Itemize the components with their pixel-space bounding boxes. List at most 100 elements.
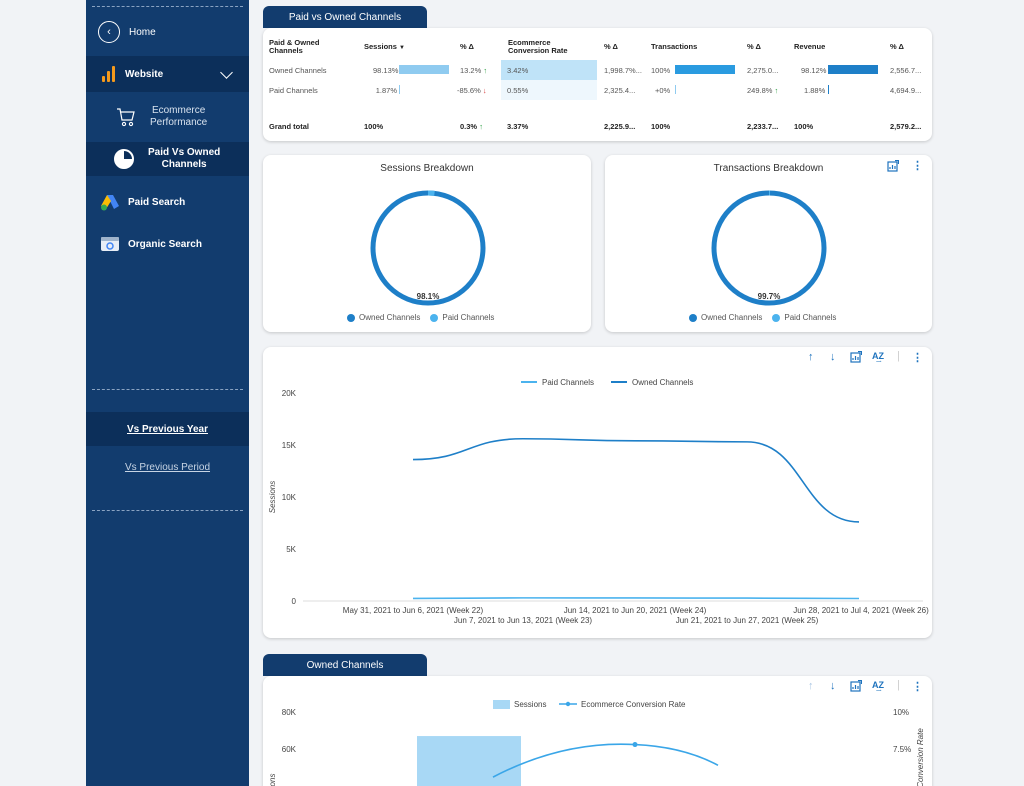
cell-sessions: 100% xyxy=(364,122,384,131)
export-chart-icon[interactable] xyxy=(850,679,863,695)
divider xyxy=(92,389,243,390)
transactions-bar xyxy=(675,65,735,74)
sidebar-item-label: Ecommerce Performance xyxy=(150,105,207,129)
transactions-donut[interactable]: 99.7% xyxy=(707,186,831,310)
col-header-delta-transactions[interactable]: % Δ xyxy=(747,42,761,51)
sessions-donut[interactable]: 98.1% xyxy=(366,186,490,310)
bar-chart-icon xyxy=(102,66,115,82)
toolbar-divider: | xyxy=(897,350,900,362)
cell-conversion: 3.42% xyxy=(507,66,529,75)
cell-sessions: 98.13% xyxy=(373,66,399,75)
line-chart[interactable]: 0 5K 10K 15K 20K Sessions May 31, 2021 to Jun … xyxy=(263,347,932,638)
series-line-paid-channels[interactable] xyxy=(412,597,860,600)
legend-label[interactable]: Owned Channels xyxy=(632,378,693,387)
x-tick-label: May 31, 2021 to Jun 6, 2021 (Week 22) xyxy=(343,606,484,615)
legend-label[interactable]: Sessions xyxy=(514,700,546,709)
col-header-delta-sessions[interactable]: % Δ xyxy=(460,42,474,51)
sort-az-icon[interactable]: A͢Z xyxy=(872,680,884,690)
arrow-down-icon: ↓ xyxy=(482,86,487,95)
cell-conversion: 3.37% xyxy=(507,122,529,131)
more-options-icon[interactable]: ⋮ xyxy=(912,352,923,364)
y-tick-label: 80K xyxy=(282,708,297,717)
cell-channel: Grand total xyxy=(269,122,310,131)
label-line: Paid Vs Owned xyxy=(148,147,221,158)
chevron-down-icon[interactable] xyxy=(220,66,233,79)
cell-delta: 13.2% ↑ xyxy=(460,66,487,75)
cell-delta: 2,325.4... xyxy=(604,86,636,95)
conv-cell-bg xyxy=(501,60,597,80)
vs-previous-period-link[interactable]: Vs Previous Period xyxy=(124,462,211,473)
cell-conversion: 0.55% xyxy=(507,86,529,95)
sessions-line-chart-card: ↑ ↓ A͢Z | ⋮ 0 5K 10K 15K 20K Sessions May 31, … xyxy=(263,347,932,638)
cart-icon xyxy=(117,108,135,127)
sidebar-item-home[interactable]: ‹ Home xyxy=(86,20,249,44)
sidebar-item-paid-vs-owned[interactable]: Paid Vs Owned Channels xyxy=(86,142,249,176)
sort-az-icon[interactable]: A͢Z xyxy=(872,351,884,361)
arrow-up-icon[interactable]: ↑ xyxy=(808,680,814,692)
legend-item-paid[interactable]: Paid Channels xyxy=(430,313,494,322)
cell-delta: 249.8% ↑ xyxy=(747,86,778,95)
arrow-down-icon[interactable]: ↓ xyxy=(830,680,836,692)
col-header-sessions[interactable]: Sessions ▼ xyxy=(364,43,405,52)
legend-label[interactable]: Ecommerce Conversion Rate xyxy=(581,700,686,709)
col-header-revenue[interactable]: Revenue xyxy=(794,42,826,51)
more-options-icon[interactable]: ⋮ xyxy=(912,160,923,172)
y-tick-label: 10K xyxy=(282,493,297,502)
delta-value: 13.2% xyxy=(460,66,482,75)
arrow-up-icon: ↑ xyxy=(774,86,779,95)
export-chart-icon[interactable] xyxy=(887,159,900,175)
header-line: Conversion Rate xyxy=(508,46,568,55)
data-point[interactable] xyxy=(632,742,638,748)
col-header-channel[interactable]: Paid & Owned Channels xyxy=(269,39,319,55)
toolbar-divider: | xyxy=(897,679,900,691)
combo-chart[interactable]: 80K 60K 10% 7.5% ons Conversion Rate Sessions E… xyxy=(263,676,932,786)
google-ads-icon xyxy=(101,195,119,211)
more-options-icon[interactable]: ⋮ xyxy=(912,681,923,693)
cell-delta: 2,233.7... xyxy=(747,122,779,131)
divider xyxy=(92,6,243,7)
legend-item-owned[interactable]: Owned Channels xyxy=(347,313,420,322)
card-title: Sessions Breakdown xyxy=(380,163,474,174)
cell-transactions: 100% xyxy=(651,66,671,75)
x-tick-label: Jun 28, 2021 to Jul 4, 2021 (Week 26) xyxy=(793,606,929,615)
cell-sessions: 1.87% xyxy=(375,86,397,95)
arrow-up-icon[interactable]: ↑ xyxy=(808,351,814,363)
legend-item-owned[interactable]: Owned Channels xyxy=(689,313,762,322)
export-chart-icon[interactable] xyxy=(850,350,863,366)
legend-label: Owned Channels xyxy=(701,313,763,322)
y-tick-label: 60K xyxy=(282,745,297,754)
sidebar-item-ecommerce-performance[interactable]: Ecommerce Performance xyxy=(86,95,249,139)
y2-tick-label: 7.5% xyxy=(893,745,911,754)
sidebar-item-website[interactable]: Website xyxy=(86,56,249,92)
legend: Owned Channels Paid Channels xyxy=(689,313,836,322)
legend-label: Paid Channels xyxy=(442,313,495,322)
sidebar-item-organic-search[interactable]: Organic Search xyxy=(86,232,249,256)
conversion-rate-line[interactable] xyxy=(492,743,719,778)
dot-icon xyxy=(772,313,781,322)
revenue-bar xyxy=(828,65,878,74)
series-line-owned-channels[interactable] xyxy=(412,437,860,523)
table-tab-title: Paid vs Owned Channels xyxy=(263,6,427,28)
paid-slice xyxy=(711,190,827,306)
sessions-bar[interactable] xyxy=(417,736,521,786)
col-header-conversion[interactable]: Ecommerce Conversion Rate xyxy=(508,39,568,55)
sessions-breakdown-card: Sessions Breakdown 98.1% Owned Channels … xyxy=(263,155,591,332)
cell-revenue: 100% xyxy=(794,122,814,131)
owned-slice xyxy=(711,190,827,306)
legend-label[interactable]: Paid Channels xyxy=(542,378,594,387)
vs-previous-year-link[interactable]: Vs Previous Year xyxy=(86,412,249,446)
legend-label: Paid Channels xyxy=(784,313,837,322)
legend-dot xyxy=(565,701,571,707)
legend-item-paid[interactable]: Paid Channels xyxy=(772,313,836,322)
sidebar-item-paid-search[interactable]: Paid Search xyxy=(86,190,249,214)
y-tick-label: 15K xyxy=(282,441,297,450)
arrow-up-icon: ↑ xyxy=(483,66,488,75)
col-header-delta-conversion[interactable]: % Δ xyxy=(604,42,618,51)
col-header-transactions[interactable]: Transactions xyxy=(651,42,698,51)
channels-table: Paid & Owned Channels Sessions ▼ % Δ Ecom… xyxy=(263,28,932,141)
dot-icon xyxy=(689,313,697,322)
y2-tick-label: 10% xyxy=(893,708,909,717)
sidebar: ‹ Home Website Ecommerce Performance Pai… xyxy=(86,0,249,786)
arrow-down-icon[interactable]: ↓ xyxy=(830,351,836,363)
col-header-delta-revenue[interactable]: % Δ xyxy=(890,42,904,51)
